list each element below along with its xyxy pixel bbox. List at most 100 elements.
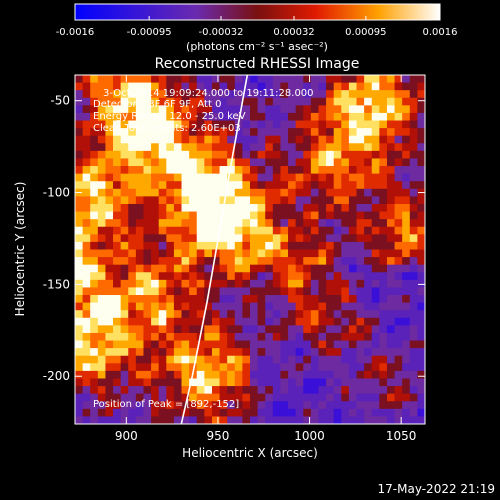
- heatmap-cell: [326, 340, 335, 349]
- heatmap-cell: [257, 401, 266, 410]
- heatmap-cell: [417, 386, 425, 395]
- heatmap-cell: [295, 211, 304, 220]
- heatmap-cell: [219, 264, 228, 273]
- heatmap-cell: [379, 188, 388, 197]
- heatmap-cell: [250, 264, 259, 273]
- heatmap-cell: [151, 158, 160, 167]
- heatmap-cell: [371, 317, 380, 326]
- heatmap-cell: [364, 378, 373, 387]
- heatmap-cell: [234, 264, 243, 273]
- heatmap-cell: [75, 325, 84, 334]
- heatmap-cell: [265, 181, 274, 190]
- heatmap-cell: [135, 234, 144, 243]
- heatmap-cell: [348, 408, 357, 417]
- heatmap-cell: [394, 302, 403, 311]
- heatmap-cell: [211, 211, 220, 220]
- heatmap-cell: [227, 150, 236, 159]
- heatmap-cell: [394, 173, 403, 182]
- heatmap-cell: [166, 401, 175, 410]
- heatmap-cell: [295, 173, 304, 182]
- heatmap-cell: [227, 340, 236, 349]
- heatmap-cell: [234, 393, 243, 402]
- heatmap-cell: [234, 287, 243, 296]
- heatmap-cell: [409, 355, 418, 364]
- heatmap-cell: [97, 241, 106, 250]
- heatmap-cell: [417, 378, 425, 387]
- heatmap-cell: [295, 279, 304, 288]
- heatmap-cell: [250, 128, 259, 137]
- heatmap-cell: [257, 120, 266, 129]
- heatmap-cell: [288, 166, 297, 175]
- heatmap-cell: [82, 363, 91, 372]
- heatmap-cell: [135, 272, 144, 281]
- heatmap-cell: [257, 112, 266, 121]
- heatmap-cell: [158, 82, 167, 91]
- heatmap-cell: [97, 158, 106, 167]
- heatmap-cell: [364, 370, 373, 379]
- heatmap-cell: [318, 158, 327, 167]
- heatmap-cell: [113, 75, 122, 83]
- heatmap-cell: [120, 317, 129, 326]
- heatmap-cell: [113, 188, 122, 197]
- heatmap-cell: [181, 249, 190, 258]
- y-tick-label: -150: [43, 277, 70, 291]
- heatmap-cell: [288, 249, 297, 258]
- heatmap-cell: [250, 234, 259, 243]
- heatmap-cell: [417, 105, 425, 114]
- heatmap-cell: [272, 150, 281, 159]
- heatmap-cell: [234, 317, 243, 326]
- heatmap-cell: [173, 340, 182, 349]
- heatmap-cell: [326, 302, 335, 311]
- heatmap-cell: [371, 234, 380, 243]
- heatmap-cell: [211, 257, 220, 266]
- heatmap-cell: [166, 82, 175, 91]
- heatmap-cell: [227, 173, 236, 182]
- heatmap-cell: [128, 120, 137, 129]
- heatmap-cell: [219, 325, 228, 334]
- heatmap-cell: [166, 75, 175, 83]
- heatmap-cell: [295, 188, 304, 197]
- heatmap-cell: [120, 332, 129, 341]
- heatmap-cell: [234, 416, 243, 424]
- heatmap-cell: [272, 97, 281, 106]
- heatmap-cell: [364, 234, 373, 243]
- heatmap-cell: [158, 257, 167, 266]
- heatmap-cell: [143, 257, 152, 266]
- heatmap-cell: [409, 257, 418, 266]
- heatmap-cell: [166, 241, 175, 250]
- heatmap-cell: [128, 287, 137, 296]
- heatmap-cell: [90, 97, 99, 106]
- heatmap-cell: [120, 120, 129, 129]
- heatmap-cell: [250, 332, 259, 341]
- heatmap-cell: [295, 128, 304, 137]
- heatmap-cell: [310, 302, 319, 311]
- heatmap-cell: [242, 203, 251, 212]
- heatmap-cell: [288, 393, 297, 402]
- x-tick-label: 900: [115, 429, 138, 443]
- heatmap-cell: [181, 370, 190, 379]
- heatmap-cell: [288, 97, 297, 106]
- heatmap-cell: [272, 158, 281, 167]
- heatmap-cell: [204, 370, 213, 379]
- heatmap-cell: [310, 181, 319, 190]
- heatmap-cell: [75, 82, 84, 91]
- heatmap-cell: [82, 105, 91, 114]
- heatmap-cell: [90, 393, 99, 402]
- heatmap-cell: [379, 302, 388, 311]
- heatmap-cell: [417, 416, 425, 424]
- heatmap-cell: [196, 82, 205, 91]
- heatmap-cell: [318, 203, 327, 212]
- heatmap-cell: [105, 90, 114, 99]
- heatmap-cell: [75, 355, 84, 364]
- heatmap-cell: [288, 234, 297, 243]
- heatmap-cell: [295, 378, 304, 387]
- heatmap-cell: [166, 295, 175, 304]
- heatmap-cell: [386, 166, 395, 175]
- heatmap-cell: [105, 112, 114, 121]
- heatmap-cell: [227, 325, 236, 334]
- heatmap-cell: [158, 234, 167, 243]
- heatmap-cell: [288, 302, 297, 311]
- heatmap-cell: [326, 272, 335, 281]
- heatmap-cell: [371, 287, 380, 296]
- heatmap-cell: [394, 112, 403, 121]
